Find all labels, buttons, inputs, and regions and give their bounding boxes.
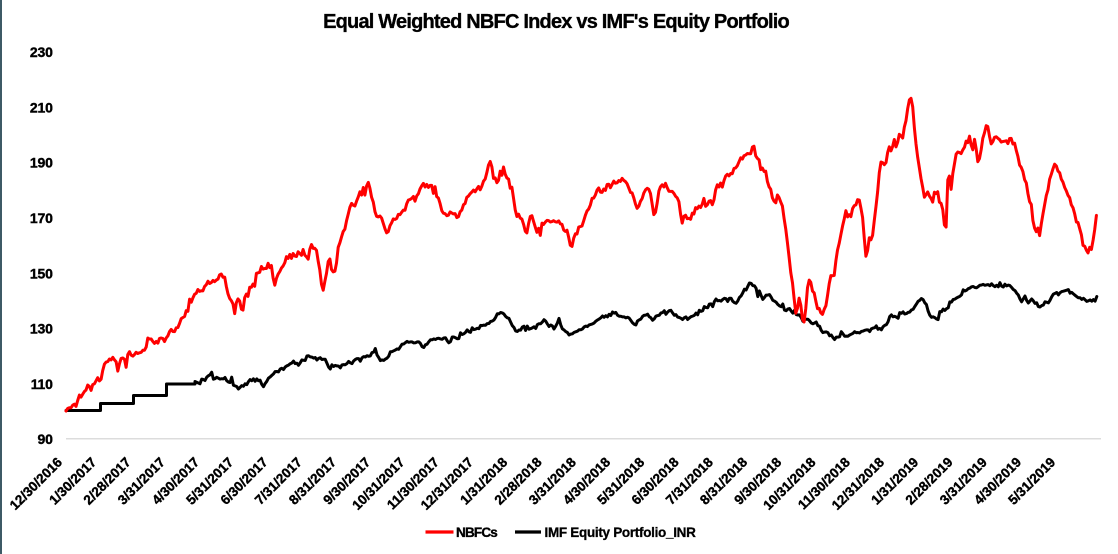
svg-text:IMF Equity Portfolio_INR: IMF Equity Portfolio_INR [545,525,697,540]
svg-text:Equal Weighted NBFC Index vs I: Equal Weighted NBFC Index vs IMF's Equit… [323,11,789,33]
svg-text:230: 230 [30,44,53,60]
svg-text:170: 170 [30,210,53,226]
svg-text:210: 210 [30,100,53,116]
svg-text:110: 110 [31,376,53,392]
svg-text:90: 90 [38,431,54,447]
svg-text:NBFCs: NBFCs [456,525,497,540]
svg-text:150: 150 [30,265,53,281]
svg-text:190: 190 [30,155,53,171]
svg-text:130: 130 [30,321,53,337]
